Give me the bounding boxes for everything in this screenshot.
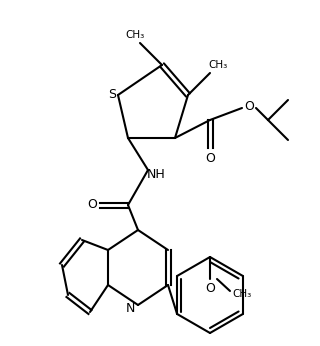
Text: NH: NH: [147, 169, 165, 182]
Text: CH₃: CH₃: [125, 30, 145, 40]
Text: CH₃: CH₃: [208, 60, 228, 70]
Text: O: O: [87, 199, 97, 211]
Text: CH₃: CH₃: [232, 289, 252, 299]
Text: S: S: [108, 89, 116, 101]
Text: N: N: [125, 301, 135, 315]
Text: O: O: [205, 152, 215, 164]
Text: O: O: [244, 100, 254, 112]
Text: O: O: [205, 282, 215, 295]
